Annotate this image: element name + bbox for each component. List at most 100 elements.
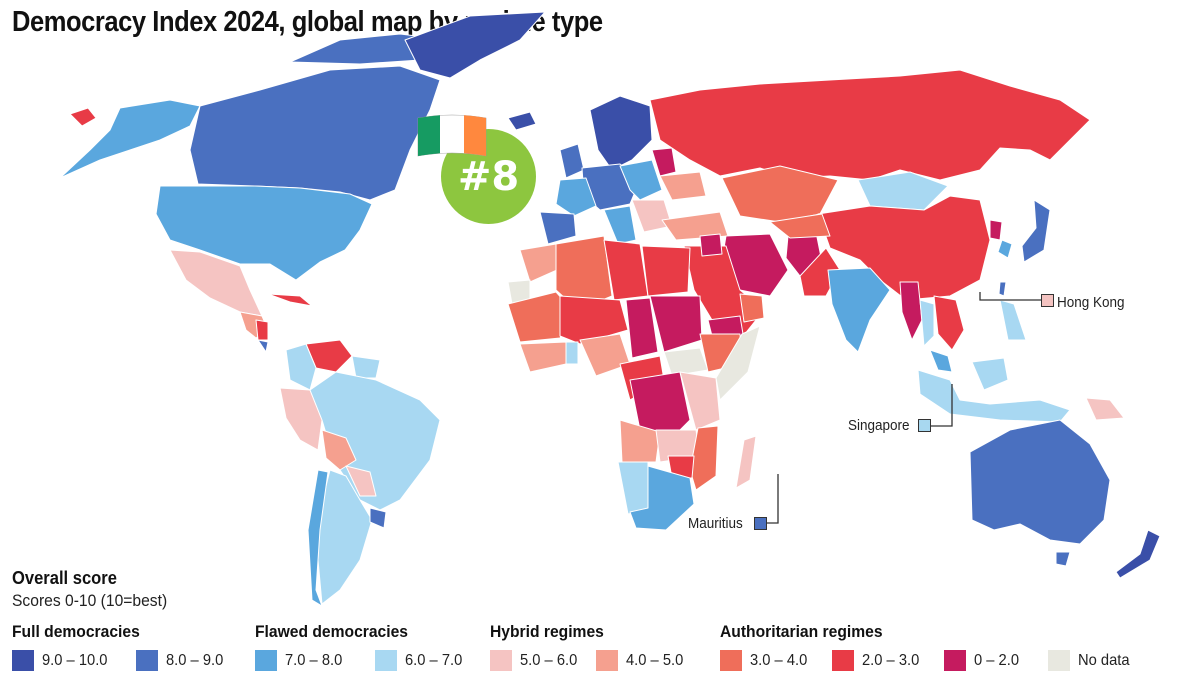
legend-range: 8.0 – 9.0 bbox=[166, 651, 224, 669]
legend-group-authoritarian-regimes: Authoritarian regimes 3.0 – 4.0 2.0 – 3.… bbox=[720, 622, 1130, 671]
region-sudan bbox=[649, 295, 703, 353]
region-south-korea bbox=[997, 239, 1013, 259]
legend-swatch bbox=[490, 650, 512, 671]
legend-item: 2.0 – 3.0 bbox=[832, 650, 924, 671]
region-chad bbox=[625, 297, 659, 359]
legend-group-title: Authoritarian regimes bbox=[720, 622, 883, 641]
region-uruguay bbox=[369, 507, 387, 529]
region-botswana-sa bbox=[629, 465, 695, 531]
region-indonesia bbox=[917, 369, 1071, 423]
region-colombia bbox=[285, 343, 317, 391]
legend-range: 2.0 – 3.0 bbox=[862, 651, 920, 669]
region-philippines bbox=[999, 299, 1027, 341]
region-greenland bbox=[404, 11, 546, 79]
region-australia bbox=[969, 419, 1111, 545]
region-cuba bbox=[267, 293, 313, 307]
region-egypt bbox=[641, 245, 691, 297]
region-angola bbox=[619, 419, 661, 463]
region-zimbabwe bbox=[667, 455, 695, 479]
legend-range: 0 – 2.0 bbox=[974, 651, 1020, 669]
region-borneo bbox=[971, 357, 1009, 391]
region-uk-ireland bbox=[559, 143, 585, 179]
region-namibia bbox=[617, 461, 649, 515]
region-mongolia bbox=[857, 171, 949, 211]
region-china bbox=[817, 195, 991, 301]
region-new-zealand bbox=[1115, 529, 1161, 579]
singapore-label: Singapore bbox=[848, 417, 910, 434]
region-ghana bbox=[565, 341, 579, 365]
region-north-korea bbox=[989, 219, 1003, 241]
region-india bbox=[827, 267, 891, 353]
region-syria bbox=[699, 233, 723, 257]
region-paraguay bbox=[345, 465, 377, 497]
legend-swatch bbox=[375, 650, 397, 671]
region-malaysia bbox=[929, 349, 953, 373]
region-canada bbox=[189, 65, 441, 201]
rank-label: #8 bbox=[457, 153, 520, 200]
legend-range: 9.0 – 10.0 bbox=[42, 651, 108, 669]
legend-item: 8.0 – 9.0 bbox=[136, 650, 228, 671]
legend-item: 6.0 – 7.0 bbox=[375, 650, 467, 671]
legend-swatch bbox=[136, 650, 158, 671]
region-oman bbox=[739, 293, 765, 323]
legend-subheading: Scores 0-10 (10=best) bbox=[12, 591, 168, 610]
legend-swatch bbox=[720, 650, 742, 671]
legend-range: 7.0 – 8.0 bbox=[285, 651, 343, 669]
legend-swatch bbox=[596, 650, 618, 671]
legend-item: No data bbox=[1048, 650, 1134, 671]
legend-group-title: Hybrid regimes bbox=[490, 622, 604, 641]
region-iberia bbox=[539, 211, 577, 245]
singapore-swatch bbox=[918, 419, 931, 432]
legend-range: 4.0 – 5.0 bbox=[626, 651, 684, 669]
legend-group-title: Flawed democracies bbox=[255, 622, 409, 641]
region-guianas bbox=[351, 355, 381, 379]
region-central-europe bbox=[619, 159, 663, 201]
region-madagascar bbox=[735, 435, 757, 489]
legend-item: 7.0 – 8.0 bbox=[255, 650, 347, 671]
region-tasmania bbox=[1055, 551, 1071, 567]
region-thailand bbox=[919, 299, 935, 347]
region-costa-rica bbox=[257, 339, 269, 353]
region-taiwan bbox=[998, 281, 1007, 297]
region-indochina bbox=[933, 295, 965, 351]
region-chile bbox=[307, 469, 329, 607]
region-somalia bbox=[715, 325, 761, 401]
region-bolivia bbox=[321, 429, 357, 471]
legend-range: No data bbox=[1078, 651, 1130, 669]
region-myanmar bbox=[899, 281, 923, 341]
hong-kong-swatch bbox=[1041, 294, 1054, 307]
legend-swatch bbox=[944, 650, 966, 671]
region-russia-far-east-alaska-red bbox=[69, 107, 97, 127]
legend-group-flawed-democracies: Flawed democracies 7.0 – 8.0 6.0 – 7.0 bbox=[255, 622, 462, 671]
legend-item: 9.0 – 10.0 bbox=[12, 650, 113, 671]
legend-swatch bbox=[255, 650, 277, 671]
legend-item: 4.0 – 5.0 bbox=[596, 650, 688, 671]
legend-group-title: Full democracies bbox=[12, 622, 140, 641]
ireland-flag-icon bbox=[417, 114, 487, 157]
region-coastal-west-africa bbox=[519, 341, 567, 373]
mauritius-label: Mauritius bbox=[688, 515, 743, 532]
region-ukraine bbox=[659, 171, 707, 201]
legend-item: 5.0 – 6.0 bbox=[490, 650, 582, 671]
region-usa bbox=[155, 185, 373, 281]
legend-swatch bbox=[1048, 650, 1070, 671]
hong-kong-callout-line bbox=[979, 292, 1042, 301]
hong-kong-label: Hong Kong bbox=[1057, 294, 1125, 311]
legend-range: 3.0 – 4.0 bbox=[750, 651, 808, 669]
region-south-sudan bbox=[663, 347, 709, 377]
legend-range: 6.0 – 7.0 bbox=[405, 651, 463, 669]
region-japan bbox=[1021, 199, 1051, 263]
region-east-africa bbox=[679, 371, 721, 431]
mauritius-callout-line bbox=[766, 474, 779, 524]
region-russia bbox=[649, 69, 1091, 181]
legend-group-full-democracies: Full democracies 9.0 – 10.0 8.0 – 9.0 bbox=[12, 622, 223, 671]
legend-swatch bbox=[832, 650, 854, 671]
legend: Overall score Scores 0-10 (10=best) bbox=[12, 568, 181, 611]
region-alaska bbox=[59, 99, 201, 179]
region-belarus bbox=[651, 147, 677, 177]
region-balkans bbox=[631, 199, 673, 233]
legend-swatch bbox=[12, 650, 34, 671]
legend-range: 5.0 – 6.0 bbox=[520, 651, 578, 669]
legend-group-hybrid-regimes: Hybrid regimes 5.0 – 6.0 4.0 – 5.0 bbox=[490, 622, 683, 671]
